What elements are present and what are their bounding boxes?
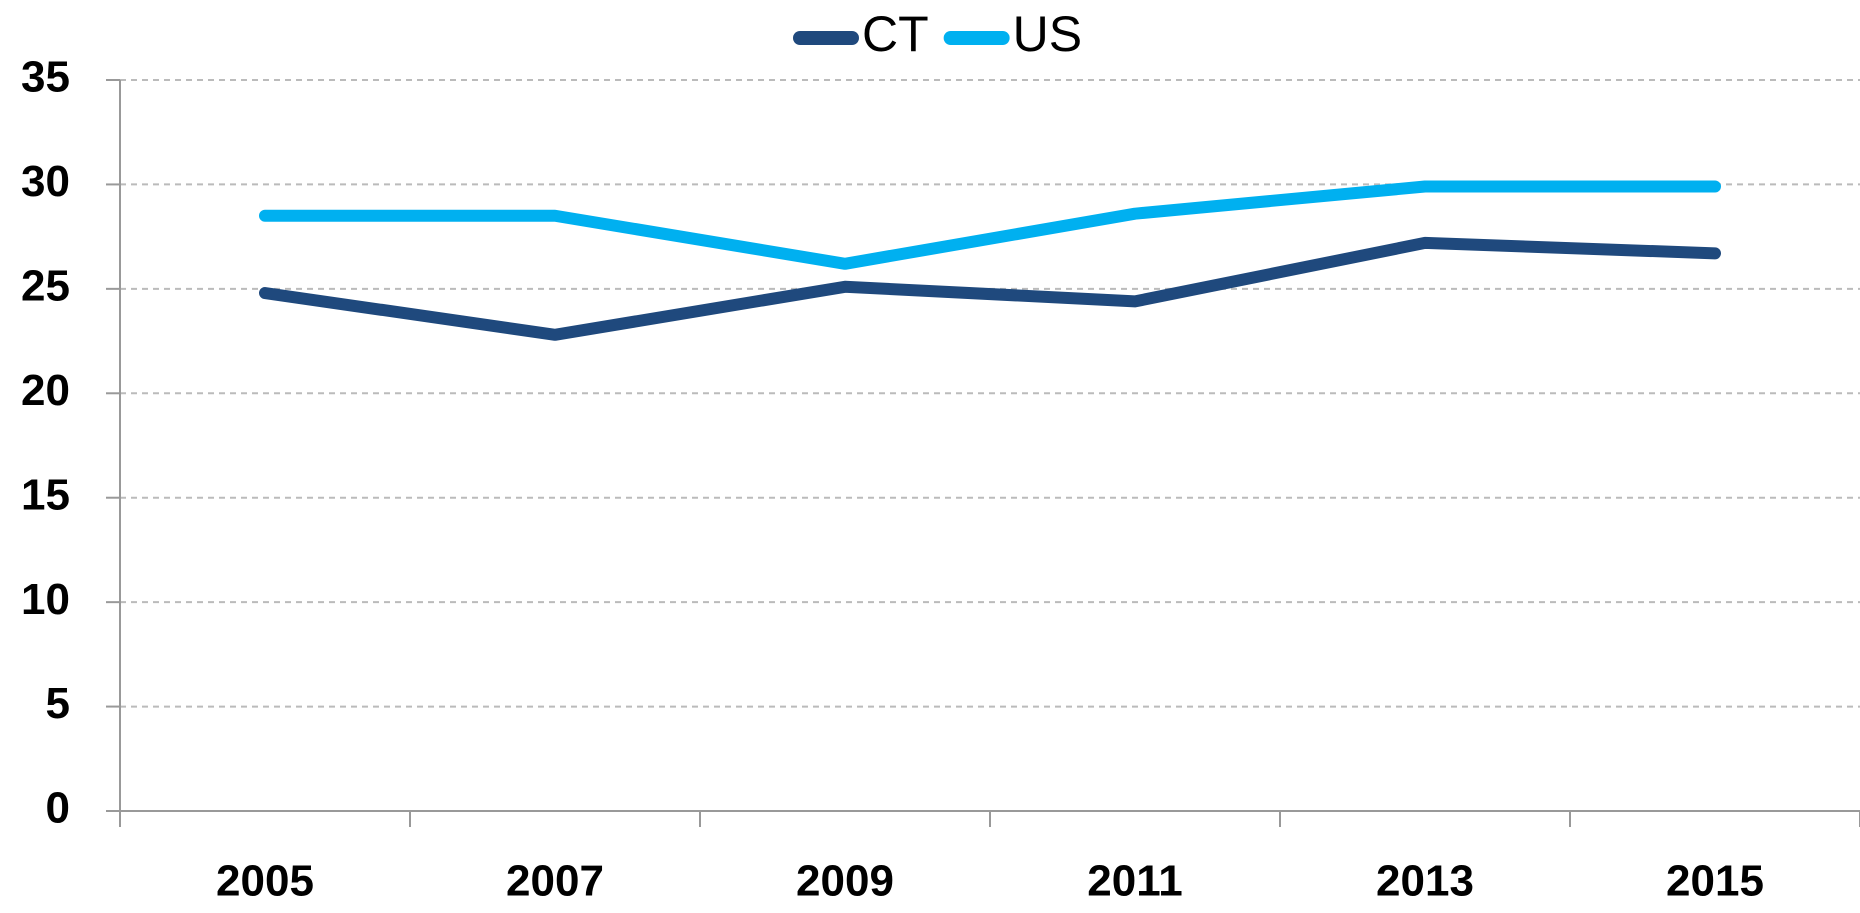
y-tick-label: 15 [21,470,70,519]
x-tick-label: 2011 [1087,857,1182,906]
legend-label: CT [862,6,929,62]
x-tick-label: 2013 [1376,857,1474,906]
line [259,236,1721,341]
line [259,180,1721,270]
x-tick-label: 2007 [506,857,604,906]
x-tick-label: 2015 [1666,857,1764,906]
y-tick-label: 10 [21,575,70,624]
x-tick-label: 2009 [796,857,894,906]
y-tick-label: 35 [21,53,70,102]
x-tick-label: 2005 [216,857,314,906]
y-tick-label: 25 [21,261,70,310]
y-tick-label: 5 [46,679,70,728]
y-tick-label: 20 [21,366,70,415]
legend-label: US [1013,6,1082,62]
y-tick-label: 30 [21,157,70,206]
y-tick-label: 0 [46,784,70,833]
